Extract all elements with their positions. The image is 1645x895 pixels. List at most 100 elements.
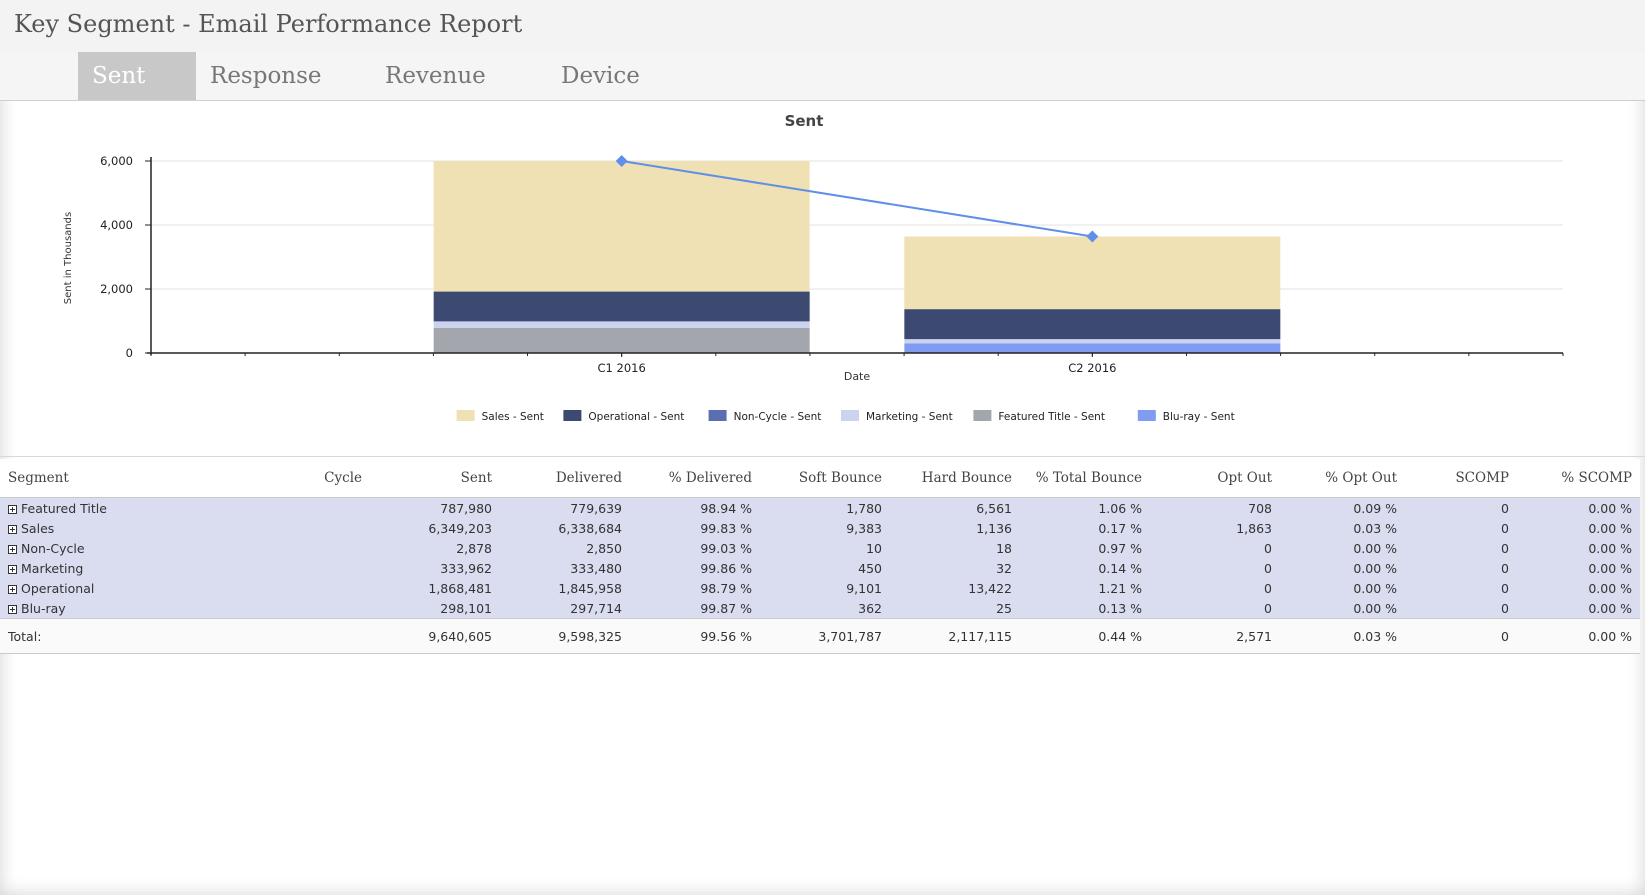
column-header-scomp[interactable]: SCOMP (1405, 459, 1517, 498)
x-tick-label: C1 2016 (598, 361, 646, 375)
column-header-delivered[interactable]: Delivered (500, 459, 630, 498)
scomp-cell: 0 (1405, 538, 1517, 558)
scomp-cell: 0 (1405, 558, 1517, 578)
pct-total-bounce-cell: 0.17 % (1020, 518, 1150, 538)
column-header-pct-scomp[interactable]: % SCOMP (1517, 459, 1640, 498)
y-tick-label: 4,000 (100, 218, 133, 232)
pct-opt-out-cell: 0.03 % (1280, 518, 1405, 538)
line-point-marker[interactable] (1086, 230, 1099, 243)
y-tick-label: 0 (126, 346, 133, 360)
segment-cell: Non-Cycle (0, 538, 230, 558)
bar-segment[interactable] (904, 343, 1281, 353)
pct-scomp-cell: 0.00 % (1517, 598, 1640, 619)
total-opt-out-cell: 2,571 (1150, 618, 1280, 654)
pct-total-bounce-cell: 0.97 % (1020, 538, 1150, 558)
pct-total-bounce-cell: 1.06 % (1020, 497, 1150, 518)
sent-cell: 787,980 (370, 497, 500, 518)
hard-bounce-cell: 18 (890, 538, 1020, 558)
pct-delivered-cell: 98.79 % (630, 578, 760, 598)
total-soft-bounce-cell: 3,701,787 (760, 618, 890, 654)
line-point-marker[interactable] (615, 155, 628, 167)
cycle-cell (230, 518, 370, 538)
bar-segment[interactable] (904, 309, 1281, 340)
legend-swatch (563, 410, 582, 421)
tab-revenue[interactable]: Revenue (385, 63, 486, 89)
delivered-cell: 1,845,958 (500, 578, 630, 598)
pct-scomp-cell: 0.00 % (1517, 558, 1640, 578)
bar-segment[interactable] (904, 236, 1281, 310)
segment-name: Featured Title (21, 500, 107, 516)
expand-icon[interactable] (8, 504, 17, 514)
hard-bounce-cell: 13,422 (890, 578, 1020, 598)
segment-cell: Sales (0, 518, 230, 538)
table-row[interactable]: Sales 6,349,203 6,338,684 99.83 % 9,383 1,136… (0, 518, 1640, 538)
expand-icon[interactable] (8, 524, 17, 534)
segment-name: Sales (21, 520, 55, 536)
tab-sent[interactable]: Sent (78, 52, 196, 100)
column-header-hard-bounce[interactable]: Hard Bounce (890, 459, 1020, 498)
bar-segment[interactable] (904, 339, 1281, 344)
pct-scomp-cell: 0.00 % (1517, 497, 1640, 518)
segment-name: Operational (21, 580, 95, 596)
pct-scomp-cell: 0.00 % (1517, 518, 1640, 538)
table-row[interactable]: Non-Cycle 2,878 2,850 99.03 % 10 18 0.97 % 0 0.0… (0, 538, 1640, 558)
column-header-opt-out[interactable]: Opt Out (1150, 459, 1280, 498)
bar-segment[interactable] (433, 321, 810, 328)
tab-response[interactable]: Response (210, 63, 322, 89)
table-row[interactable]: Blu-ray 298,101 297,714 99.87 % 362 25 0.13 % 0… (0, 598, 1640, 619)
table-row[interactable]: Marketing 333,962 333,480 99.86 % 450 32 0.14 … (0, 558, 1640, 578)
column-header-sent[interactable]: Sent (370, 459, 500, 498)
legend-swatch (708, 410, 727, 421)
pct-total-bounce-cell: 1.21 % (1020, 578, 1150, 598)
expand-icon[interactable] (8, 584, 17, 594)
pct-delivered-cell: 98.94 % (630, 497, 760, 518)
total-scomp-cell: 0 (1405, 618, 1517, 654)
delivered-cell: 6,338,684 (500, 518, 630, 538)
segment-cell: Featured Title (0, 497, 230, 518)
legend-label[interactable]: Featured Title - Sent (998, 411, 1105, 423)
expand-icon[interactable] (8, 564, 17, 574)
scomp-cell: 0 (1405, 497, 1517, 518)
segment-cell: Marketing (0, 558, 230, 578)
legend-label[interactable]: Sales - Sent (482, 411, 544, 423)
legend-label[interactable]: Marketing - Sent (866, 411, 953, 423)
cycle-cell (230, 598, 370, 619)
total-delivered-cell: 9,598,325 (500, 618, 630, 654)
delivered-cell: 2,850 (500, 538, 630, 558)
table-row[interactable]: Operational 1,868,481 1,845,958 98.79 % 9,10… (0, 578, 1640, 598)
column-header-segment[interactable]: Segment (0, 459, 230, 498)
column-header-cycle[interactable]: Cycle (230, 459, 370, 498)
pct-opt-out-cell: 0.09 % (1280, 497, 1405, 518)
expand-icon[interactable] (8, 604, 17, 614)
column-header-pct-opt-out[interactable]: % Opt Out (1280, 459, 1405, 498)
opt-out-cell: 0 (1150, 558, 1280, 578)
sent-cell: 298,101 (370, 598, 500, 619)
legend-label[interactable]: Non-Cycle - Sent (734, 411, 822, 423)
bar-segment[interactable] (433, 161, 810, 292)
bar-segment[interactable] (433, 327, 810, 353)
total-sent-cell: 9,640,605 (370, 618, 500, 654)
total-hard-bounce-cell: 2,117,115 (890, 618, 1020, 654)
soft-bounce-cell: 1,780 (760, 497, 890, 518)
bar-segment[interactable] (433, 291, 810, 322)
legend-label[interactable]: Operational - Sent (588, 411, 684, 423)
table-row[interactable]: Featured Title 787,980 779,639 98.94 % 1,780… (0, 497, 1640, 518)
pct-delivered-cell: 99.03 % (630, 538, 760, 558)
column-header-pct-delivered[interactable]: % Delivered (630, 459, 760, 498)
column-header-soft-bounce[interactable]: Soft Bounce (760, 459, 890, 498)
sent-cell: 1,868,481 (370, 578, 500, 598)
sent-cell: 2,878 (370, 538, 500, 558)
tab-device[interactable]: Device (561, 63, 640, 89)
pct-delivered-cell: 99.83 % (630, 518, 760, 538)
column-header-pct-total-bounce[interactable]: % Total Bounce (1020, 459, 1150, 498)
scomp-cell: 0 (1405, 598, 1517, 619)
cycle-cell (230, 558, 370, 578)
pct-delivered-cell: 99.86 % (630, 558, 760, 578)
pct-total-bounce-cell: 0.14 % (1020, 558, 1150, 578)
chart-y-axis-label: Sent in Thousands (63, 212, 74, 304)
opt-out-cell: 0 (1150, 538, 1280, 558)
legend-label[interactable]: Blu-ray - Sent (1163, 411, 1235, 423)
hard-bounce-cell: 32 (890, 558, 1020, 578)
expand-icon[interactable] (8, 544, 17, 554)
delivered-cell: 333,480 (500, 558, 630, 578)
